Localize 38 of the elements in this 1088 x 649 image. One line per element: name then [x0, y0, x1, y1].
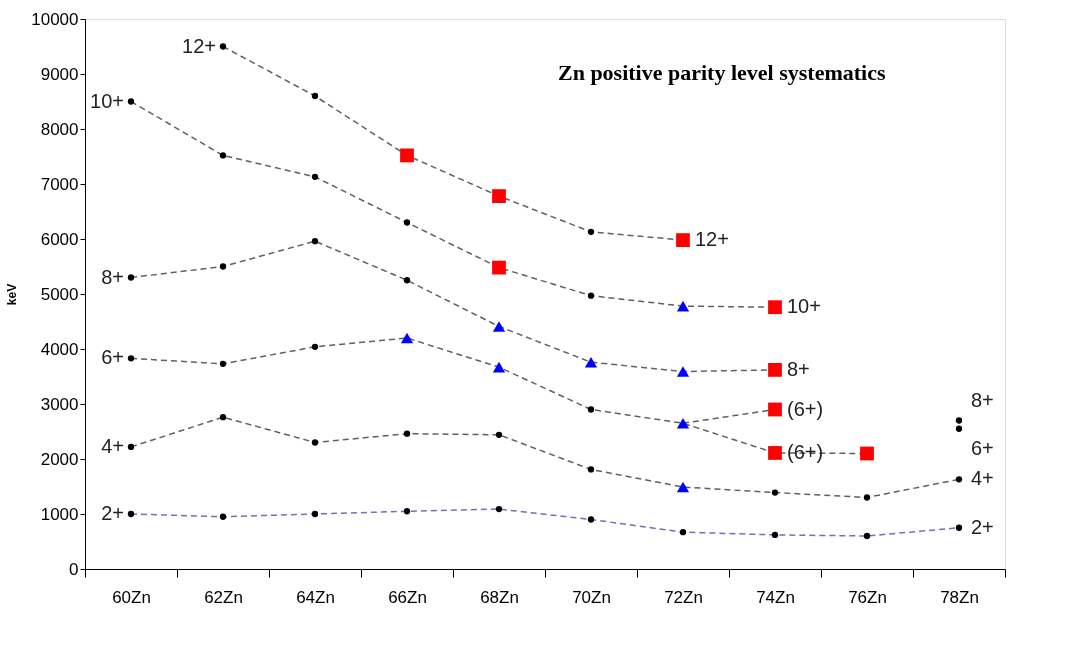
x-tick-label: 72Zn [664, 587, 703, 607]
annotation: 8+ [787, 357, 810, 380]
annotation: 8+ [101, 265, 124, 288]
y-tick-label: 2000 [40, 449, 79, 469]
x-tick-label: 78Zn [940, 587, 979, 607]
annotation: (6+) [787, 440, 824, 463]
text: Zn positive parity level systematics [557, 60, 886, 85]
x-tick-label: 66Zn [388, 587, 427, 607]
x-tick-label: 74Zn [756, 587, 795, 607]
y-tick-label: 1000 [40, 504, 79, 524]
y-tick-label: 10000 [31, 9, 79, 29]
annotation: 12+ [182, 34, 216, 57]
y-tick-label: 0 [69, 559, 79, 579]
annotation: 10+ [787, 295, 821, 318]
x-tick-label: 70Zn [572, 587, 611, 607]
annotation: 4+ [101, 434, 124, 457]
annotation: 4+ [971, 467, 994, 490]
x-tick-label: 76Zn [848, 587, 887, 607]
x-tick-label: 68Zn [480, 587, 519, 607]
y-tick-label: 9000 [40, 64, 79, 84]
y-axis-title: keV [5, 283, 20, 306]
x-tick-label: 64Zn [296, 587, 335, 607]
annotation: 6+ [971, 436, 994, 459]
y-tick-label: 7000 [40, 174, 79, 194]
y-tick-label: 5000 [40, 284, 79, 304]
annotation: 2+ [101, 502, 124, 524]
y-tick-label: 3000 [40, 394, 79, 414]
annotation: (6+) [787, 397, 824, 420]
annotation: 8+ [971, 388, 994, 411]
x-tick-label: 62Zn [204, 587, 243, 607]
y-tick-label: 4000 [40, 339, 79, 359]
x-tick-label: 60Zn [112, 587, 151, 607]
y-tick-label: 6000 [40, 229, 79, 249]
y-tick-label: 8000 [40, 119, 79, 139]
annotation: 10+ [90, 89, 124, 112]
annotation: 2+ [971, 515, 994, 538]
annotation: 12+ [695, 228, 729, 251]
annotation: 6+ [101, 346, 124, 369]
